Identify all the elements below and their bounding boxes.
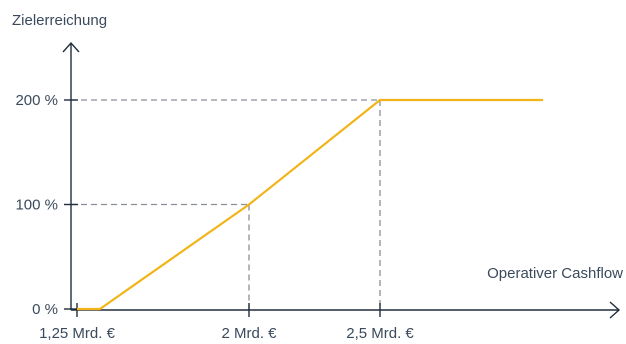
x-axis-label: Operativer Cashflow xyxy=(487,265,623,282)
ticks: 1,25 Mrd. € 2 Mrd. € 2,5 Mrd. € 0 % 100 % 200… xyxy=(15,92,414,342)
y-tick-label: 200 % xyxy=(15,92,58,109)
y-tick-label: 0 % xyxy=(32,301,58,318)
axes xyxy=(62,41,621,319)
reference-lines xyxy=(71,99,381,310)
x-tick-label: 1,25 Mrd. € xyxy=(39,325,116,342)
target-achievement-line xyxy=(77,98,544,311)
x-tick-label: 2 Mrd. € xyxy=(221,325,277,342)
y-tick-label: 100 % xyxy=(15,197,58,214)
y-axis-arrow-icon xyxy=(62,41,80,53)
x-axis-arrow-icon xyxy=(609,301,621,319)
series-group xyxy=(77,98,544,311)
x-tick-label: 2,5 Mrd. € xyxy=(346,325,414,342)
y-axis-label: Zielerreichung xyxy=(12,12,107,29)
